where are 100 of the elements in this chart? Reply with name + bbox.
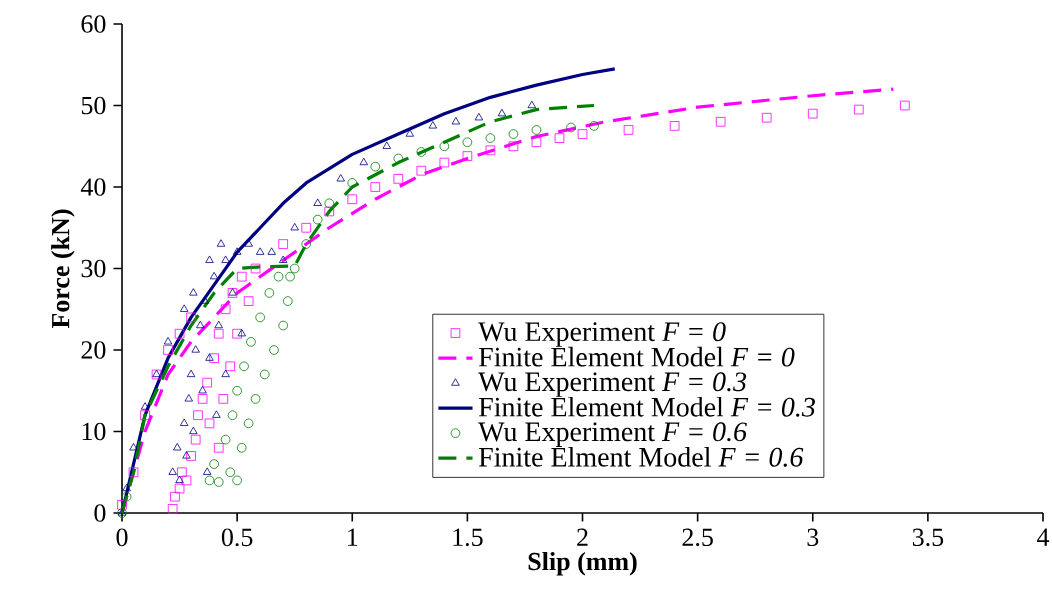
point bbox=[474, 112, 484, 121]
point bbox=[250, 394, 261, 404]
point bbox=[508, 129, 519, 139]
point bbox=[462, 137, 473, 147]
point bbox=[163, 337, 173, 345]
point bbox=[232, 475, 242, 486]
point bbox=[273, 271, 284, 282]
point bbox=[218, 394, 229, 404]
point bbox=[221, 369, 230, 378]
legend-label: Wu Experiment F = 0 bbox=[478, 322, 726, 347]
point bbox=[589, 121, 599, 131]
point bbox=[669, 121, 680, 131]
point bbox=[198, 385, 207, 394]
point bbox=[285, 271, 295, 282]
point bbox=[191, 345, 200, 353]
point bbox=[237, 328, 246, 337]
point bbox=[527, 100, 537, 109]
legend-label: Finite Element Model F = 0.3 bbox=[478, 396, 815, 417]
point bbox=[269, 345, 279, 355]
point bbox=[278, 239, 288, 249]
point bbox=[232, 247, 242, 255]
x-tick-label: 4 bbox=[1037, 528, 1050, 546]
point bbox=[232, 385, 242, 396]
point bbox=[566, 122, 576, 133]
point bbox=[173, 443, 182, 451]
point bbox=[220, 434, 231, 445]
point bbox=[213, 328, 224, 339]
point bbox=[278, 255, 288, 263]
point bbox=[186, 312, 196, 323]
point bbox=[236, 271, 247, 282]
point bbox=[900, 100, 910, 111]
point bbox=[531, 137, 542, 147]
point bbox=[497, 108, 507, 117]
point bbox=[140, 410, 150, 420]
x-tick-label: 0.5 bbox=[221, 528, 253, 547]
point bbox=[182, 451, 191, 459]
y-tick-label: 20 bbox=[81, 341, 106, 359]
point bbox=[382, 141, 392, 149]
point bbox=[246, 337, 256, 347]
point bbox=[301, 239, 312, 249]
point bbox=[193, 410, 203, 420]
point bbox=[439, 141, 450, 152]
point bbox=[204, 418, 215, 429]
point bbox=[170, 491, 180, 502]
point bbox=[531, 125, 542, 135]
point bbox=[439, 157, 450, 168]
y-axis-title: Force (kN) bbox=[51, 209, 75, 329]
x-tick-label: 1.5 bbox=[453, 528, 483, 547]
point bbox=[205, 255, 214, 263]
point bbox=[220, 304, 231, 315]
x-tick-label: 0 bbox=[116, 528, 128, 547]
point bbox=[196, 320, 205, 329]
point bbox=[175, 475, 184, 483]
point bbox=[205, 353, 214, 361]
point bbox=[168, 467, 177, 475]
y-tick-label: 50 bbox=[81, 96, 106, 115]
point bbox=[347, 178, 358, 188]
legend-label: Finite Elment Model F = 0.6 bbox=[478, 446, 804, 467]
point bbox=[282, 296, 293, 306]
point bbox=[174, 483, 185, 494]
point bbox=[202, 467, 212, 475]
point bbox=[243, 418, 254, 429]
point bbox=[451, 117, 461, 125]
point bbox=[213, 443, 224, 453]
y-tick-label: 40 bbox=[80, 178, 106, 196]
legend-label: Wu Experiment F = 0.6 bbox=[478, 422, 747, 447]
point bbox=[485, 145, 496, 156]
x-axis-title: Slip (mm) bbox=[528, 552, 637, 576]
point bbox=[462, 151, 473, 161]
point bbox=[854, 104, 864, 115]
point bbox=[225, 467, 236, 478]
point bbox=[405, 129, 415, 137]
point bbox=[232, 328, 242, 339]
point bbox=[177, 467, 187, 478]
point bbox=[213, 477, 224, 487]
point bbox=[189, 426, 198, 435]
y-tick-label: 30 bbox=[81, 259, 106, 278]
point bbox=[163, 345, 173, 355]
point bbox=[347, 194, 358, 205]
point bbox=[129, 443, 138, 451]
point bbox=[212, 410, 221, 418]
point bbox=[324, 198, 335, 209]
point bbox=[189, 288, 198, 296]
point bbox=[290, 222, 299, 231]
point bbox=[128, 467, 139, 478]
point bbox=[370, 161, 381, 172]
point bbox=[577, 129, 588, 139]
point bbox=[209, 459, 219, 469]
point bbox=[715, 117, 726, 127]
point bbox=[122, 483, 131, 492]
point bbox=[264, 288, 275, 298]
point bbox=[167, 504, 178, 514]
point bbox=[508, 141, 519, 152]
point bbox=[278, 320, 288, 331]
point bbox=[807, 108, 818, 119]
point bbox=[428, 121, 438, 129]
x-tick-label: 3.5 bbox=[912, 528, 944, 547]
point bbox=[186, 451, 196, 461]
point bbox=[312, 214, 323, 225]
point bbox=[324, 206, 335, 217]
